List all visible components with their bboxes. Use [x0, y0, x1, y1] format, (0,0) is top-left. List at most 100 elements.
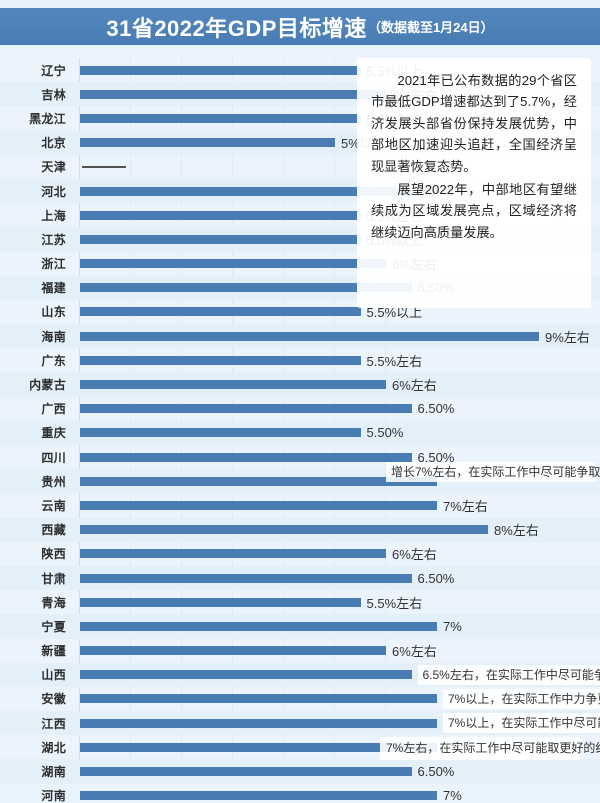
province-label: 宁夏	[41, 619, 66, 634]
bar-track: 7%左右，在实际工作中尽可能取更好的结果	[80, 735, 600, 761]
bar-track	[80, 155, 592, 179]
bar	[80, 476, 437, 486]
bar	[80, 694, 437, 704]
table-row: 云南 7%左右	[0, 493, 600, 517]
bar-value-label: 6.50%	[417, 401, 455, 417]
province-label: 山西	[41, 668, 66, 683]
bar-track: 增长7%左右，在实际工作中尽可能争取更好结果	[80, 462, 600, 493]
page-subtitle: （数据截至1月24日）	[367, 20, 494, 35]
province-label: 湖南	[41, 765, 66, 780]
bar-track: 7%左右	[80, 493, 592, 517]
table-row: 甘肃 6.50%	[0, 565, 600, 591]
bar	[80, 742, 437, 752]
bar	[80, 428, 361, 438]
province-label: 四川	[41, 450, 66, 465]
table-row: 湖南 6.50%	[0, 759, 600, 784]
bar-value-label: 7%左右	[443, 498, 488, 514]
province-label: 安徽	[41, 692, 66, 707]
province-label: 北京	[41, 136, 66, 151]
table-row: 四川 6.50%	[0, 445, 600, 469]
bar	[80, 718, 437, 728]
bar-track: 9%左右	[80, 324, 592, 348]
bar-value-label: 7%	[443, 618, 462, 634]
province-label: 黑龙江	[29, 111, 66, 126]
bar-value-label: 6%左右	[392, 644, 437, 660]
bar-track: 5.5%左右	[80, 348, 592, 372]
table-row: 河南 7%	[0, 784, 600, 803]
bar-value-label: 5.5%左右	[366, 595, 423, 611]
bar-track: 7%	[80, 784, 592, 803]
bar	[80, 307, 361, 317]
province-label: 内蒙古	[29, 378, 66, 393]
table-row: 山东 5.5%以上	[0, 300, 600, 324]
province-label: 广东	[41, 353, 66, 368]
page-title: 31省2022年GDP目标增速	[106, 15, 367, 41]
bar-track: 5.50%	[80, 421, 592, 445]
bar	[80, 670, 412, 680]
province-label: 江苏	[41, 232, 66, 247]
province-label: 天津	[41, 160, 66, 175]
bar	[80, 452, 412, 462]
bar-track: 8%左右	[80, 518, 592, 542]
bar	[80, 573, 412, 583]
bar	[80, 549, 386, 559]
table-row: 贵州 增长7%左右，在实际工作中尽可能争取更好结果	[0, 462, 600, 494]
bar-value-label: 7%	[443, 788, 462, 803]
bar	[80, 767, 412, 777]
province-label: 上海	[41, 208, 66, 223]
bar-value-label: 6.50%	[417, 570, 455, 586]
province-label: 云南	[41, 498, 66, 513]
summary-paragraph-1: 2021年已公布数据的29个省区市最低GDP增速都达到了5.7%，经济发展头部省…	[371, 73, 577, 174]
province-label: 辽宁	[41, 63, 66, 78]
bar	[80, 283, 412, 293]
bar-value-label: 6.50%	[417, 449, 455, 465]
no-data-dash	[82, 165, 126, 168]
province-label: 重庆	[41, 426, 66, 441]
bar	[80, 89, 386, 99]
bar-track: 6%左右	[80, 372, 592, 396]
bar-track: 6.50%	[80, 759, 592, 783]
bar	[80, 210, 361, 220]
table-row: 广东 5.5%左右	[0, 348, 600, 372]
table-row: 广西 6.50%	[0, 397, 600, 421]
bar	[80, 234, 361, 244]
bar-value-label: 6%左右	[392, 378, 437, 394]
table-row: 海南 9%左右	[0, 324, 600, 349]
table-row: 新疆 6%左右	[0, 639, 600, 663]
bar	[80, 65, 361, 75]
summary-panel: 2021年已公布数据的29个省区市最低GDP增速都达到了5.7%，经济发展头部省…	[357, 58, 591, 308]
bar-value-label: 7%左右，在实际工作中尽可能取更好的结果	[380, 737, 600, 761]
province-label: 陕西	[41, 547, 66, 562]
province-label: 新疆	[41, 644, 66, 659]
province-label: 浙江	[41, 257, 66, 272]
province-label: 贵州	[41, 474, 66, 489]
bar-value-label: 7%以上，在实际工作中尽可能争取更好结果	[443, 713, 600, 734]
bar	[80, 500, 437, 510]
bar-value-label: 5.50%	[366, 425, 404, 441]
bar	[80, 597, 361, 607]
bar	[80, 380, 386, 390]
table-row: 宁夏 7%	[0, 614, 600, 639]
bar-track: 7%	[80, 614, 592, 638]
table-row: 安徽 7%以上，在实际工作中力争更好结果	[0, 687, 600, 711]
bar-value-label: 7%以上，在实际工作中力争更好结果	[443, 688, 600, 710]
province-label: 湖北	[41, 740, 66, 755]
province-label: 海南	[41, 329, 66, 344]
province-label: 河北	[41, 184, 66, 199]
table-row: 湖北 7%左右，在实际工作中尽可能取更好的结果	[0, 735, 600, 761]
province-label: 青海	[41, 595, 66, 610]
bar-value-label: 5.5%以上	[366, 305, 423, 321]
bar-track: 6.50%	[80, 397, 592, 421]
top-band	[0, 0, 600, 8]
bar-track: 6.5%左右，在实际工作中尽可能争取更好结果	[80, 663, 600, 687]
bar-value-label: 5.5%左右	[366, 353, 423, 369]
bar	[80, 525, 488, 535]
province-label: 西藏	[41, 523, 66, 538]
bar-track: 5.5%左右	[80, 590, 592, 614]
bar-track: 6%左右	[80, 542, 592, 566]
bar	[80, 791, 437, 801]
summary-paragraph-2: 展望2022年，中部地区有望继续成为区域发展亮点，区域经济将继续迈向高质量发展。	[371, 181, 577, 240]
table-row: 天津	[0, 155, 600, 179]
bar-track: 5.5%以上	[80, 300, 592, 324]
